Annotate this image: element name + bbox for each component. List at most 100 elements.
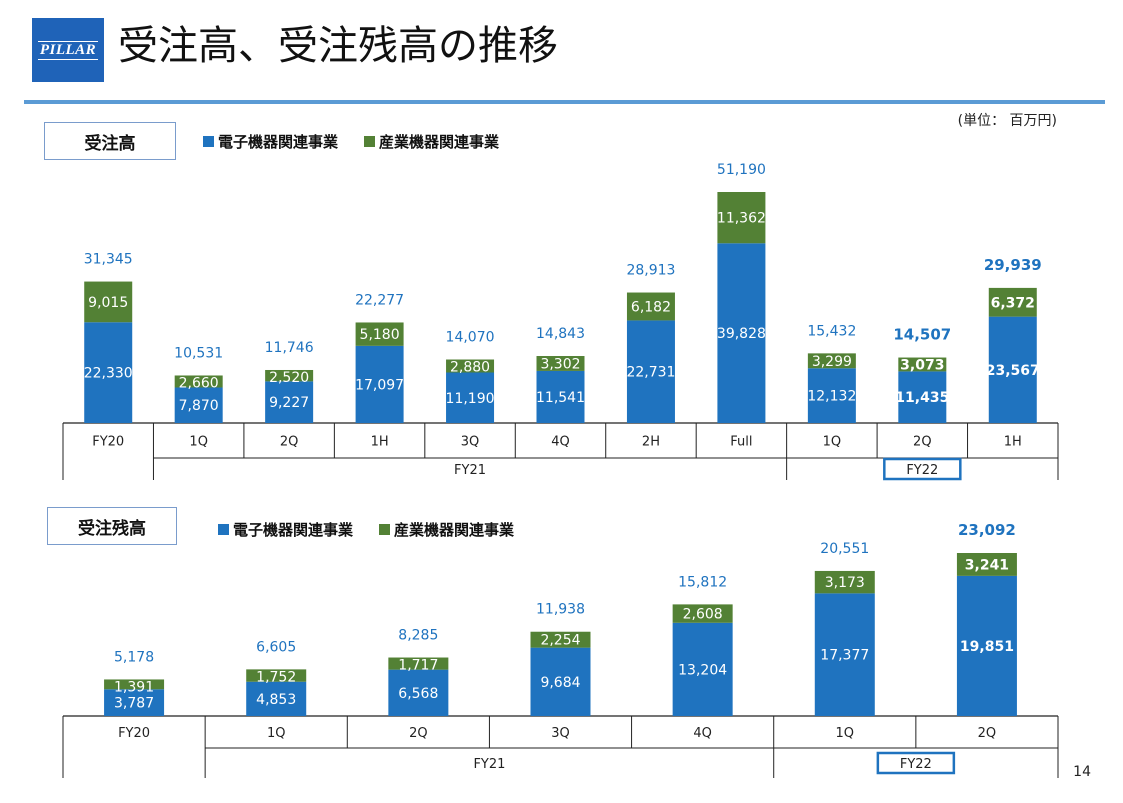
bar-electronic	[265, 381, 314, 423]
section-label-orders: 受注高	[44, 122, 176, 160]
fy22-box	[876, 751, 956, 775]
bar-industrial	[388, 657, 449, 670]
data-label-electronic: 19,851	[960, 639, 1014, 655]
category-label: 1Q	[267, 726, 286, 741]
section-label-backlog: 受注残高	[47, 507, 177, 545]
bar-industrial	[988, 287, 1037, 317]
data-label-electronic: 17,097	[355, 377, 404, 393]
bar-electronic	[446, 372, 495, 423]
data-label-industrial: 6,182	[631, 299, 671, 315]
legend-orders: 電子機器関連事業 産業機器関連事業	[203, 131, 525, 152]
total-label: 20,551	[820, 541, 869, 557]
bar-industrial	[672, 604, 733, 623]
data-label-industrial: 5,180	[360, 327, 400, 343]
page-number: 14	[1073, 764, 1091, 780]
page-title: 受注高、受注残高の推移	[118, 23, 558, 69]
category-label: 2H	[642, 435, 660, 450]
data-label-electronic: 22,731	[626, 365, 675, 381]
data-label-electronic: 11,435	[895, 390, 949, 406]
category-label: 2Q	[913, 435, 932, 450]
total-label: 31,345	[84, 252, 133, 268]
category-label: 4Q	[551, 435, 570, 450]
data-label-electronic: 4,853	[256, 692, 296, 708]
total-label: 14,070	[446, 330, 495, 346]
total-label: 11,746	[265, 340, 314, 356]
bar-electronic	[174, 387, 223, 423]
category-label: 2Q	[280, 435, 299, 450]
bar-industrial	[446, 359, 495, 373]
category-label: 3Q	[461, 435, 480, 450]
data-label-electronic: 11,541	[536, 390, 585, 406]
total-label: 5,178	[114, 649, 154, 665]
total-label: 15,812	[678, 574, 727, 590]
category-label: 2Q	[409, 726, 428, 741]
bar-electronic	[807, 368, 856, 423]
category-label: 1H	[371, 435, 389, 450]
legend-item-electronic-2: 電子機器関連事業	[218, 519, 353, 540]
category-label: FY20	[118, 726, 150, 741]
data-label-electronic: 11,190	[446, 391, 495, 407]
legend-label-industrial-2: 産業機器関連事業	[394, 521, 515, 539]
bar-electronic	[672, 622, 733, 716]
data-label-electronic: 22,330	[84, 366, 133, 382]
legend-item-electronic: 電子機器関連事業	[203, 131, 338, 152]
category-label: 1Q	[836, 726, 855, 741]
total-label: 11,938	[536, 602, 585, 618]
data-label-industrial: 3,073	[900, 358, 944, 374]
data-label-electronic: 39,828	[717, 326, 766, 342]
bar-electronic	[814, 593, 875, 716]
legend-backlog: 電子機器関連事業 産業機器関連事業	[218, 519, 540, 540]
total-label: 14,507	[893, 326, 951, 344]
data-label-electronic: 13,204	[678, 662, 727, 678]
legend-swatch-electronic-2	[218, 524, 229, 535]
total-label: 15,432	[807, 323, 856, 339]
data-label-industrial: 2,880	[450, 360, 490, 376]
category-label: Full	[730, 435, 752, 450]
legend-label-electronic-2: 電子機器関連事業	[233, 521, 354, 539]
total-label: 23,092	[958, 521, 1016, 539]
total-label: 14,843	[536, 326, 585, 342]
legend-item-industrial-2: 産業機器関連事業	[379, 519, 514, 540]
group-label: FY22	[906, 463, 938, 478]
bar-electronic	[355, 345, 404, 423]
legend-swatch-industrial	[364, 136, 376, 147]
data-label-electronic: 6,568	[398, 686, 438, 702]
group-label: FY21	[454, 463, 486, 478]
bar-industrial	[898, 357, 947, 372]
category-label: 1Q	[823, 435, 842, 450]
title-divider	[24, 100, 1105, 104]
bar-electronic	[956, 575, 1017, 716]
bar-electronic	[536, 370, 585, 423]
total-label: 51,190	[717, 162, 766, 178]
bar-industrial	[104, 679, 165, 690]
data-label-industrial: 1,752	[256, 669, 296, 685]
bar-industrial	[84, 281, 133, 323]
bar-industrial	[265, 369, 314, 382]
group-label: FY22	[900, 757, 932, 772]
bar-electronic	[104, 689, 165, 716]
bar-industrial	[246, 669, 307, 682]
legend-item-industrial: 産業機器関連事業	[364, 131, 499, 152]
bar-industrial	[530, 631, 591, 648]
bar-electronic	[988, 316, 1037, 423]
orders-chart: FY20 1Q 2Q 1H 3Q 4Q 2H Full 1Q 2Q 1H FY21 FY22 22,330…	[62, 162, 1059, 481]
bar-industrial	[355, 322, 404, 346]
data-label-industrial: 1,391	[114, 679, 154, 695]
data-label-industrial: 2,660	[179, 375, 219, 391]
bar-industrial	[956, 553, 1017, 576]
category-label: 2Q	[978, 726, 997, 741]
bar-electronic	[246, 681, 307, 716]
data-label-industrial: 2,608	[683, 607, 723, 623]
bar-electronic	[530, 647, 591, 716]
data-label-electronic: 23,567	[986, 363, 1040, 379]
total-label: 29,939	[984, 256, 1042, 274]
legend-label-industrial: 産業機器関連事業	[379, 133, 500, 151]
data-label-industrial: 9,015	[88, 295, 128, 311]
total-label: 10,531	[174, 345, 223, 361]
bar-industrial	[536, 356, 585, 371]
data-label-electronic: 3,787	[114, 696, 154, 712]
data-label-industrial: 3,241	[965, 557, 1009, 573]
data-label-electronic: 9,684	[540, 675, 580, 691]
category-label: FY20	[92, 435, 124, 450]
